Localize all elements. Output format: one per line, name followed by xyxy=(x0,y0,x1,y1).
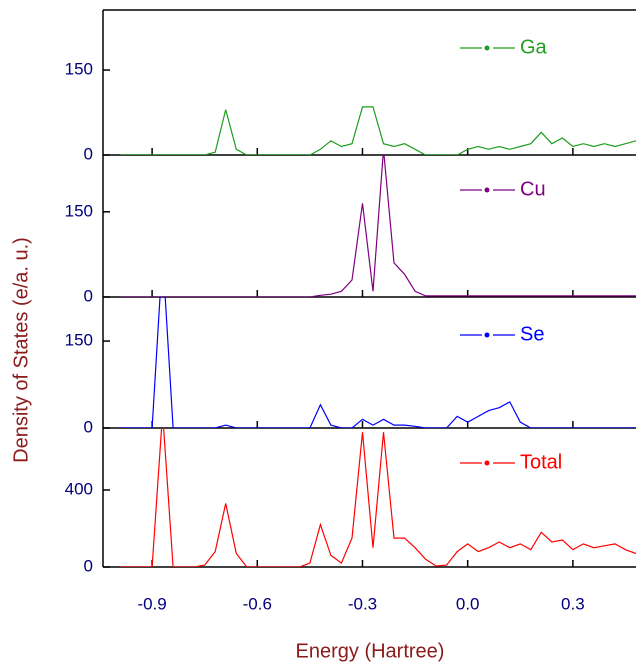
y-tick-label: 0 xyxy=(84,417,93,436)
x-tick-label: 0.3 xyxy=(561,594,585,613)
legend-marker xyxy=(484,45,490,51)
legend-label: Ga xyxy=(520,36,548,58)
y-tick-label: 0 xyxy=(84,286,93,305)
y-tick-label: 150 xyxy=(65,331,93,350)
y-tick-label: 150 xyxy=(65,201,93,220)
x-tick-label: 0.0 xyxy=(456,594,480,613)
legend-marker xyxy=(484,187,490,193)
x-tick-label: -0.9 xyxy=(137,594,166,613)
y-tick-label: 150 xyxy=(65,60,93,79)
y-tick-label: 0 xyxy=(84,144,93,163)
legend-marker xyxy=(484,460,490,466)
series-line xyxy=(120,155,636,297)
x-tick-label: -0.6 xyxy=(243,594,272,613)
x-axis-label: Energy (Hartree) xyxy=(296,640,445,662)
x-tick-label: -0.3 xyxy=(348,594,377,613)
y-tick-label: 0 xyxy=(84,556,93,575)
series-line xyxy=(120,428,636,567)
legend-label: Se xyxy=(520,323,544,345)
y-axis-label: Density of States (e/a. u.) xyxy=(10,237,32,463)
y-tick-label: 400 xyxy=(65,479,93,498)
series-line xyxy=(120,297,636,428)
legend-label: Total xyxy=(520,451,562,473)
legend-label: Cu xyxy=(520,178,546,200)
series-line xyxy=(120,106,636,155)
legend-marker xyxy=(484,332,490,338)
